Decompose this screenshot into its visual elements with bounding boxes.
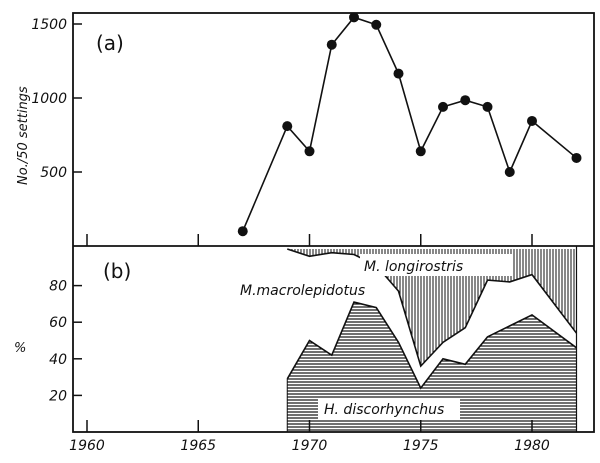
area-m-longirostris	[287, 249, 577, 367]
x-tick-label: 1975	[403, 438, 439, 454]
y-tick-label-a: 1000	[31, 91, 67, 107]
panel-b-ylabel: %	[14, 341, 26, 356]
data-point	[504, 167, 515, 177]
panel-a-label: (a)	[96, 31, 124, 55]
x-tick-label: 1960	[69, 438, 105, 454]
panel-b-label: (b)	[103, 259, 131, 283]
y-tick-label-b: 40	[49, 352, 67, 368]
data-point	[527, 115, 537, 126]
series-line	[242, 16, 578, 232]
data-point	[349, 12, 359, 23]
data-point	[438, 101, 448, 112]
y-tick-label-a: 1500	[31, 17, 67, 33]
y-tick-label-b: 60	[49, 315, 67, 331]
boundary-area-m-macrolepidotus	[286, 248, 578, 368]
legend-m-macrolepidotus: M.macrolepidotus	[240, 283, 365, 299]
data-point	[460, 95, 471, 106]
data-point	[237, 226, 248, 237]
legend-h-discorhynchus: H. discorhynchus	[324, 402, 444, 418]
data-point	[371, 19, 382, 30]
data-point	[304, 146, 315, 157]
data-point	[393, 68, 404, 79]
data-point	[571, 152, 582, 163]
x-tick-label: 1980	[514, 438, 550, 454]
x-tick-label: 1970	[292, 438, 328, 454]
y-tick-label-a: 500	[40, 165, 67, 181]
plot-frame	[72, 12, 595, 433]
area-m-macrolepidotus	[287, 249, 577, 389]
x-tick-label: 1965	[180, 438, 216, 454]
panel-a-ylabel: No./50 settings	[16, 86, 31, 185]
data-point	[326, 39, 337, 50]
data-point	[415, 146, 426, 157]
y-tick-label-b: 20	[49, 388, 67, 404]
data-point	[282, 121, 293, 132]
boundary-area-h-discorhynchus	[286, 301, 577, 390]
y-tick-label-b: 80	[49, 279, 67, 295]
data-point	[482, 101, 493, 112]
legend-m-longirostris: M. longirostris	[364, 259, 463, 275]
